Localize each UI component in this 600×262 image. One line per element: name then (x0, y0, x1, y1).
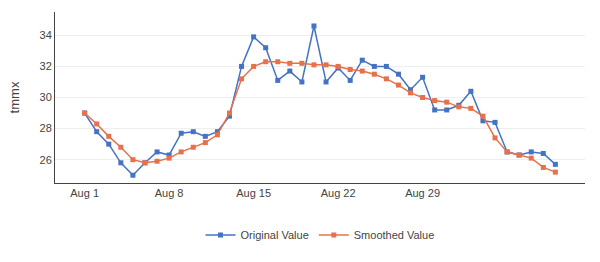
svg-text:Aug 8: Aug 8 (155, 187, 184, 199)
svg-text:tmmx: tmmx (7, 81, 22, 113)
svg-text:32: 32 (40, 60, 52, 72)
svg-text:Aug 1: Aug 1 (70, 187, 99, 199)
svg-text:Smoothed Value: Smoothed Value (354, 229, 435, 241)
svg-text:Original Value: Original Value (241, 229, 309, 241)
svg-text:28: 28 (40, 122, 52, 134)
svg-text:Aug 29: Aug 29 (405, 187, 440, 199)
svg-text:30: 30 (40, 91, 52, 103)
svg-text:Aug 15: Aug 15 (236, 187, 271, 199)
svg-text:34: 34 (40, 29, 52, 41)
svg-text:Aug 22: Aug 22 (321, 187, 356, 199)
svg-text:26: 26 (40, 154, 52, 166)
